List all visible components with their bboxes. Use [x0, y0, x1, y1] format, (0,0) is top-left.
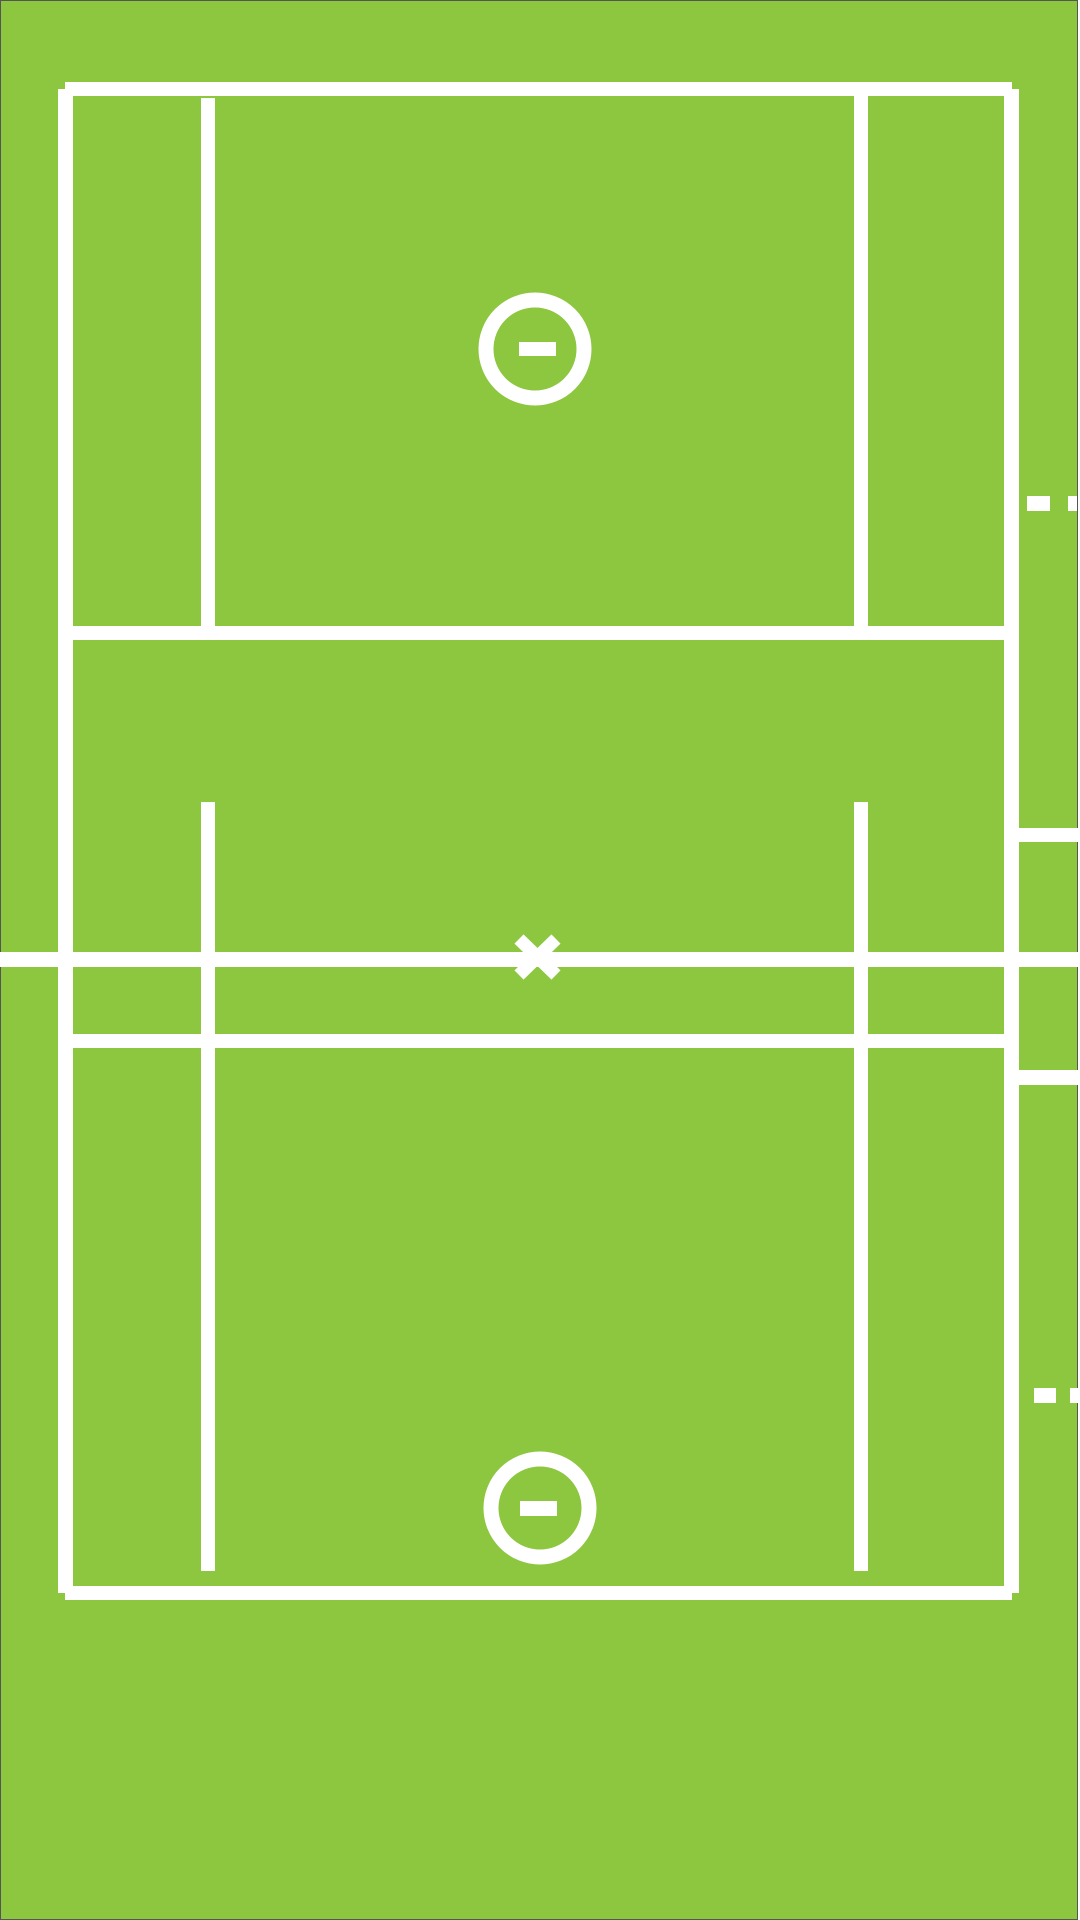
right-inner-line-top: [854, 89, 868, 626]
left-inner-line-bottom: [201, 1053, 215, 1571]
bottom-circle-dash: [520, 1501, 557, 1516]
right-extension-upper: [1019, 828, 1078, 842]
right-inner-line-mid: [854, 802, 868, 1120]
top-circle-marker: [478, 292, 592, 406]
right-sideline: [1004, 89, 1019, 1593]
top-circle-dash: [519, 342, 556, 356]
left-sideline: [58, 89, 73, 1593]
bottom-baseline: [65, 1586, 1012, 1600]
right-extension-lower: [1019, 1070, 1078, 1085]
top-service-line: [73, 626, 1004, 640]
side-notch-upper-b: [1068, 496, 1077, 511]
side-notch-upper-a: [1027, 496, 1050, 511]
side-notch-lower-a: [1034, 1388, 1056, 1403]
top-baseline: [65, 82, 1012, 96]
left-inner-line-mid: [201, 802, 215, 1120]
left-inner-line-top: [201, 98, 215, 626]
side-notch-lower-b: [1070, 1388, 1078, 1403]
court-lines: [0, 82, 1078, 1600]
center-cross-mark: [514, 934, 561, 980]
bottom-circle-marker: [483, 1451, 597, 1565]
right-inner-line-bottom: [854, 1048, 868, 1571]
bottom-service-line: [73, 1034, 1004, 1048]
